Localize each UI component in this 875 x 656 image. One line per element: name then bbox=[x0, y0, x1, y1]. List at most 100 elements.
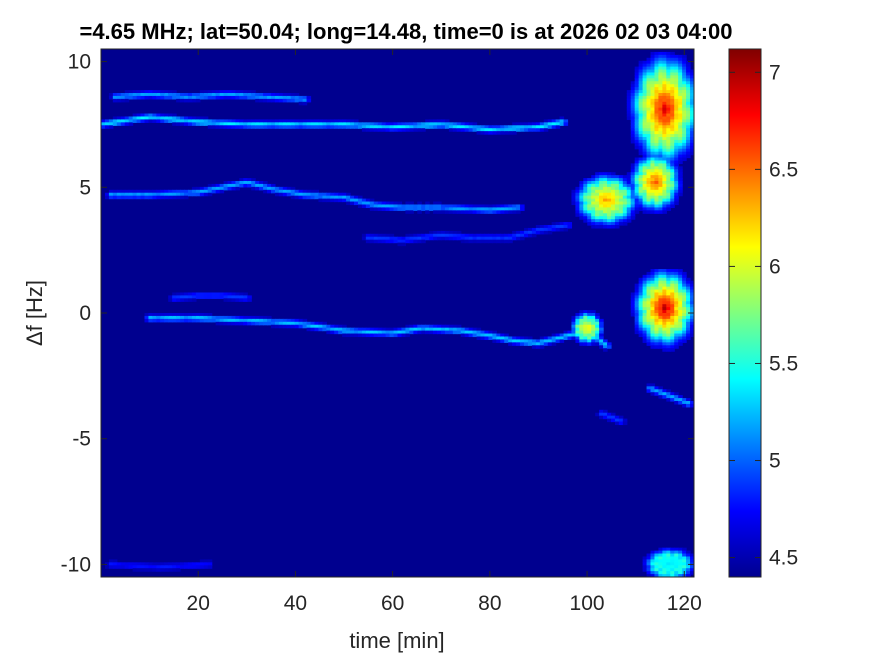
heatmap-cell bbox=[658, 160, 663, 164]
heatmap-cell bbox=[274, 318, 280, 323]
heatmap-cell bbox=[662, 286, 667, 291]
heatmap-cell bbox=[286, 98, 292, 103]
heatmap-cell bbox=[670, 54, 675, 59]
heatmap-cell bbox=[654, 386, 660, 390]
heatmap-cell bbox=[686, 280, 691, 285]
heatmap-cell bbox=[658, 51, 663, 56]
heatmap-cell bbox=[160, 95, 165, 100]
heatmap-cell bbox=[385, 207, 391, 211]
heatmap-cell bbox=[674, 181, 679, 185]
heatmap-cell bbox=[243, 321, 248, 326]
heatmap-cell bbox=[686, 66, 691, 71]
heatmap-cell bbox=[646, 210, 652, 214]
heatmap-cell bbox=[670, 313, 675, 317]
heatmap-cell bbox=[654, 321, 660, 326]
heatmap-cell bbox=[322, 324, 327, 329]
heatmap-cell bbox=[468, 210, 474, 214]
heatmap-cell bbox=[638, 93, 644, 97]
heatmap-cell bbox=[480, 125, 486, 129]
heatmap-cell bbox=[646, 128, 652, 132]
heatmap-cell bbox=[670, 116, 675, 120]
heatmap-cell bbox=[555, 225, 561, 229]
heatmap-cell bbox=[496, 125, 501, 129]
heatmap-cell bbox=[144, 568, 150, 572]
heatmap-cell bbox=[642, 110, 648, 115]
heatmap-cell bbox=[690, 107, 694, 112]
heatmap-cell bbox=[579, 333, 584, 338]
heatmap-cell bbox=[630, 110, 636, 115]
heatmap-cell bbox=[674, 336, 679, 340]
heatmap-cell bbox=[670, 98, 675, 103]
heatmap-cell bbox=[361, 125, 367, 129]
heatmap-cell bbox=[622, 421, 628, 426]
heatmap-cell bbox=[140, 93, 146, 97]
heatmap-cell bbox=[575, 201, 580, 206]
heatmap-cell bbox=[306, 95, 312, 100]
heatmap-cell bbox=[575, 192, 580, 197]
heatmap-cell bbox=[662, 72, 667, 76]
heatmap-cell bbox=[642, 84, 648, 88]
heatmap-cell bbox=[274, 93, 280, 97]
heatmap-cell bbox=[678, 54, 683, 59]
heatmap-cell bbox=[646, 283, 652, 288]
heatmap-cell bbox=[104, 119, 110, 123]
heatmap-cell bbox=[199, 318, 205, 323]
heatmap-cell bbox=[460, 239, 466, 244]
heatmap-cell bbox=[401, 207, 406, 211]
heatmap-cell bbox=[670, 392, 675, 396]
heatmap-cell bbox=[401, 122, 406, 126]
heatmap-cell bbox=[350, 195, 355, 200]
heatmap-cell bbox=[650, 283, 656, 288]
heatmap-cell bbox=[369, 239, 375, 244]
heatmap-cell bbox=[650, 66, 656, 71]
heatmap-cell bbox=[176, 562, 181, 566]
heatmap-cell bbox=[330, 324, 335, 329]
heatmap-cell bbox=[662, 313, 667, 317]
heatmap-cell bbox=[646, 327, 652, 332]
heatmap-cell bbox=[579, 192, 584, 197]
heatmap-cell bbox=[184, 565, 189, 569]
heatmap-cell bbox=[512, 233, 517, 238]
heatmap-cell bbox=[646, 574, 652, 577]
heatmap-cell bbox=[634, 175, 640, 179]
heatmap-cell bbox=[239, 90, 244, 94]
heatmap-cell bbox=[184, 295, 189, 299]
heatmap-cell bbox=[306, 189, 312, 194]
heatmap-cell bbox=[678, 295, 683, 299]
heatmap-cell bbox=[610, 219, 616, 223]
heatmap-cell bbox=[263, 315, 268, 320]
heatmap-cell bbox=[642, 324, 648, 329]
heatmap-cell bbox=[638, 137, 644, 141]
heatmap-cell bbox=[243, 295, 248, 299]
heatmap-cell bbox=[239, 318, 244, 323]
heatmap-cell bbox=[670, 336, 675, 340]
heatmap-cell bbox=[409, 330, 414, 335]
heatmap-cell bbox=[646, 280, 652, 285]
heatmap-cell bbox=[180, 318, 185, 323]
heatmap-cell bbox=[365, 236, 371, 241]
heatmap-cell bbox=[227, 298, 233, 302]
heatmap-cell bbox=[385, 204, 391, 208]
heatmap-cell bbox=[172, 93, 177, 97]
heatmap-cell bbox=[634, 321, 640, 326]
heatmap-cell bbox=[670, 298, 675, 302]
heatmap-cell bbox=[516, 125, 521, 129]
heatmap-cell bbox=[357, 204, 363, 208]
heatmap-cell bbox=[595, 315, 600, 320]
heatmap-cell bbox=[413, 122, 418, 126]
heatmap-cell bbox=[199, 93, 205, 97]
heatmap-cell bbox=[539, 225, 545, 229]
heatmap-cell bbox=[634, 301, 640, 305]
heatmap-cell bbox=[595, 207, 600, 211]
heatmap-cell bbox=[476, 333, 482, 338]
heatmap-cell bbox=[535, 345, 541, 349]
heatmap-cell bbox=[654, 307, 660, 311]
heatmap-cell bbox=[184, 122, 189, 126]
heatmap-cell bbox=[587, 219, 592, 223]
heatmap-cell bbox=[690, 568, 694, 572]
heatmap-cell bbox=[251, 186, 256, 191]
heatmap-cell bbox=[670, 295, 675, 299]
heatmap-cell bbox=[666, 286, 671, 291]
heatmap-cell bbox=[678, 69, 683, 74]
heatmap-cell bbox=[207, 119, 213, 123]
